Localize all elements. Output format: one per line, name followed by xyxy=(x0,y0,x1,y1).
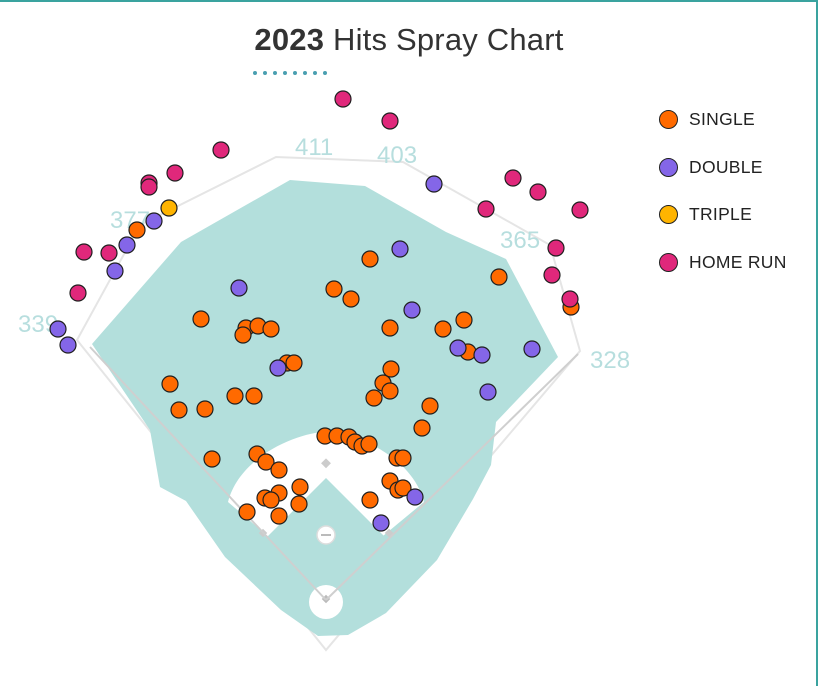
hit-marker-double-11[interactable] xyxy=(473,346,491,364)
distance-center: 411 xyxy=(295,134,333,161)
hit-marker-double-14[interactable] xyxy=(406,488,424,506)
hit-marker-single-21[interactable] xyxy=(365,389,383,407)
hit-marker-single-1[interactable] xyxy=(361,250,379,268)
hit-marker-double-10[interactable] xyxy=(449,339,467,357)
hit-marker-home-run-0[interactable] xyxy=(334,90,352,108)
chart-title: 2023 Hits Spray Chart xyxy=(0,22,818,58)
hit-marker-double-3[interactable] xyxy=(118,236,136,254)
hit-marker-single-20[interactable] xyxy=(381,382,399,400)
hit-marker-double-12[interactable] xyxy=(523,340,541,358)
hit-marker-single-24[interactable] xyxy=(226,387,244,405)
hit-marker-single-4[interactable] xyxy=(342,290,360,308)
hit-marker-double-6[interactable] xyxy=(269,359,287,377)
hit-marker-single-26[interactable] xyxy=(421,397,439,415)
chart-title-text: Hits Spray Chart xyxy=(332,22,564,57)
hit-marker-home-run-1[interactable] xyxy=(381,112,399,130)
hit-marker-single-2[interactable] xyxy=(490,268,508,286)
hit-marker-single-42[interactable] xyxy=(291,478,309,496)
hit-marker-home-run-5[interactable] xyxy=(140,178,158,196)
legend-swatch-triple xyxy=(659,205,678,225)
hit-marker-single-10[interactable] xyxy=(234,326,252,344)
hit-marker-single-3[interactable] xyxy=(325,280,343,298)
title-underline-dots xyxy=(253,71,327,75)
hit-marker-single-11[interactable] xyxy=(381,319,399,337)
hits-layer xyxy=(49,90,589,532)
hit-marker-single-44[interactable] xyxy=(290,495,308,513)
hit-marker-home-run-6[interactable] xyxy=(75,243,93,261)
legend-swatch-single xyxy=(659,110,678,130)
second-base xyxy=(321,458,331,469)
outfield-grass xyxy=(92,180,558,636)
hit-marker-double-7[interactable] xyxy=(391,240,409,258)
legend-label-home-run: HOME RUN xyxy=(689,251,787,272)
hit-marker-single-45[interactable] xyxy=(262,491,280,509)
hit-marker-double-5[interactable] xyxy=(230,279,248,297)
hit-marker-single-0[interactable] xyxy=(128,221,146,239)
left-foul-line xyxy=(89,346,327,601)
hit-marker-home-run-15[interactable] xyxy=(561,290,579,308)
legend-label-double: DOUBLE xyxy=(689,156,763,177)
hit-marker-single-47[interactable] xyxy=(270,507,288,525)
chart-title-year: 2023 xyxy=(254,22,325,57)
hit-marker-single-22[interactable] xyxy=(170,401,188,419)
hit-marker-single-46[interactable] xyxy=(238,503,256,521)
distance-right-center: 403 xyxy=(377,142,417,169)
hit-marker-double-15[interactable] xyxy=(372,514,390,532)
legend-item-double[interactable]: DOUBLE xyxy=(656,144,787,192)
hit-marker-home-run-14[interactable] xyxy=(543,266,561,284)
hit-marker-home-run-9[interactable] xyxy=(504,169,522,187)
hit-marker-single-33[interactable] xyxy=(360,435,378,453)
hit-marker-single-37[interactable] xyxy=(270,461,288,479)
legend-swatch-double xyxy=(659,157,678,177)
hit-marker-double-8[interactable] xyxy=(403,301,421,319)
hit-marker-home-run-3[interactable] xyxy=(166,164,184,182)
hit-marker-single-25[interactable] xyxy=(245,387,263,405)
legend-item-single[interactable]: SINGLE xyxy=(656,96,787,144)
legend-label-single: SINGLE xyxy=(689,109,755,130)
hit-marker-single-16[interactable] xyxy=(285,354,303,372)
hit-marker-single-17[interactable] xyxy=(382,360,400,378)
legend: SINGLE DOUBLE TRIPLE HOME RUN xyxy=(656,96,787,286)
hit-marker-home-run-8[interactable] xyxy=(69,284,87,302)
hit-marker-home-run-10[interactable] xyxy=(529,183,547,201)
distance-right-gap: 365 xyxy=(500,227,540,254)
hit-marker-double-1[interactable] xyxy=(59,336,77,354)
hit-marker-double-0[interactable] xyxy=(49,320,67,338)
legend-item-triple[interactable]: TRIPLE xyxy=(656,191,787,239)
hit-marker-single-50[interactable] xyxy=(394,479,412,497)
hit-marker-single-12[interactable] xyxy=(434,320,452,338)
hit-marker-single-23[interactable] xyxy=(196,400,214,418)
hit-marker-home-run-12[interactable] xyxy=(571,201,589,219)
hit-marker-single-9[interactable] xyxy=(262,320,280,338)
hit-marker-double-13[interactable] xyxy=(479,383,497,401)
hit-marker-single-13[interactable] xyxy=(455,311,473,329)
hit-marker-double-9[interactable] xyxy=(425,175,443,193)
hit-marker-double-4[interactable] xyxy=(145,212,163,230)
hit-marker-single-39[interactable] xyxy=(394,449,412,467)
legend-item-home-run[interactable]: HOME RUN xyxy=(656,239,787,287)
hit-marker-single-27[interactable] xyxy=(413,419,431,437)
hit-marker-single-6[interactable] xyxy=(192,310,210,328)
distance-right-line: 328 xyxy=(590,347,630,374)
hit-marker-home-run-2[interactable] xyxy=(212,141,230,159)
hit-marker-home-run-11[interactable] xyxy=(477,200,495,218)
hit-marker-double-2[interactable] xyxy=(106,262,124,280)
right-foul-line xyxy=(325,353,579,601)
hit-marker-single-48[interactable] xyxy=(361,491,379,509)
hit-marker-single-18[interactable] xyxy=(161,375,179,393)
hit-marker-home-run-7[interactable] xyxy=(100,244,118,262)
hit-marker-home-run-13[interactable] xyxy=(547,239,565,257)
hit-marker-single-36[interactable] xyxy=(257,453,275,471)
hit-marker-single-34[interactable] xyxy=(203,450,221,468)
legend-swatch-home-run xyxy=(659,252,678,272)
hit-marker-triple-0[interactable] xyxy=(160,199,178,217)
legend-label-triple: TRIPLE xyxy=(689,204,753,225)
